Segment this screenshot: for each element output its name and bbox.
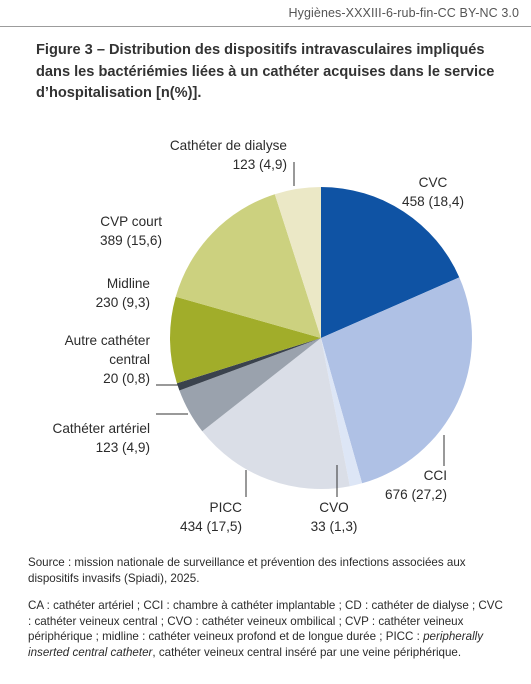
label-value-catheter-arteriel: 123 (4,9) — [96, 440, 150, 455]
pie-slices — [170, 187, 473, 489]
label-name-autre-catheter-central-line2: central — [109, 352, 150, 367]
pie-slice-cvp-court — [175, 194, 321, 338]
pie-slice-cvo — [321, 338, 363, 487]
label-name-catheter-arteriel: Cathéter artériel — [53, 421, 150, 436]
label-value-picc: 434 (17,5) — [180, 519, 242, 534]
label-name-picc: PICC — [210, 500, 243, 515]
label-value-cvo: 33 (1,3) — [311, 519, 358, 534]
label-name-catheter-de-dialyse: Cathéter de dialyse — [170, 138, 287, 153]
pie-chart: CVC 458 (18,4) CCI 676 (27,2) CVO 33 (1,3) PIC… — [53, 138, 473, 534]
pie-slice-catheter-de-dialyse — [274, 187, 321, 338]
header-tag: Hygiènes-XXXIII-6-rub-fin-CC BY-NC 3.0 — [288, 6, 519, 20]
pie-slice-autre-catheter-central — [176, 338, 321, 391]
slice-labels: CVC 458 (18,4) CCI 676 (27,2) CVO 33 (1,3) PIC… — [53, 138, 464, 534]
label-name-cci: CCI — [424, 468, 447, 483]
source-note: Source : mission nationale de surveillan… — [28, 556, 466, 585]
figure-title: Figure 3 – Distribution des dispositifs … — [36, 42, 495, 101]
label-value-cvc: 458 (18,4) — [402, 194, 464, 209]
label-value-catheter-de-dialyse: 123 (4,9) — [233, 157, 287, 172]
pie-slice-cci — [321, 277, 473, 484]
pie-slice-picc — [202, 338, 350, 489]
label-value-midline: 230 (9,3) — [96, 295, 150, 310]
abbreviations-note: CA : cathéter artériel ; CCI : chambre à… — [28, 598, 508, 660]
pie-slice-catheter-arteriel — [179, 338, 321, 432]
label-name-cvp-court: CVP court — [100, 214, 162, 229]
label-name-cvo: CVO — [319, 500, 348, 515]
label-value-autre-catheter-central: 20 (0,8) — [103, 371, 150, 386]
pie-slice-cvc — [321, 187, 460, 338]
label-name-cvc: CVC — [419, 175, 448, 190]
abbreviations-end: , cathéter veineux central inséré par un… — [152, 645, 462, 659]
abbreviations-text: CA : cathéter artériel ; CCI : chambre à… — [28, 599, 503, 644]
label-value-cci: 676 (27,2) — [385, 487, 447, 502]
label-name-autre-catheter-central: Autre cathéter — [65, 333, 151, 348]
header-rule — [0, 26, 531, 27]
leader-lines — [156, 162, 445, 497]
abbreviations-italic: peripherally inserted central catheter — [28, 630, 484, 659]
label-name-midline: Midline — [107, 276, 150, 291]
pie-slice-midline — [170, 296, 321, 384]
label-value-cvp-court: 389 (15,6) — [100, 233, 162, 248]
